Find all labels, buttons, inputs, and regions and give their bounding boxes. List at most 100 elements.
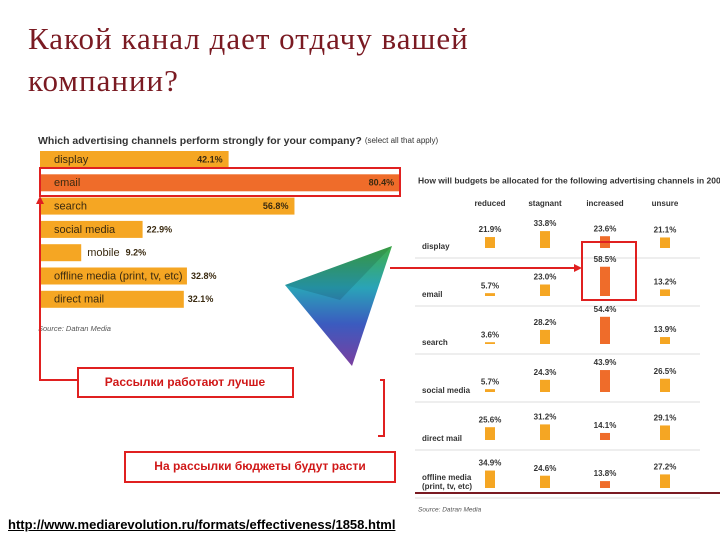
legend-label: unsure [652, 199, 679, 208]
value-label: 58.5% [594, 255, 617, 264]
value-label: 23.0% [534, 273, 557, 282]
value-label: 54.4% [594, 305, 617, 314]
bar [485, 389, 495, 392]
value-label: 80.4% [369, 178, 395, 188]
value-label: 5.7% [481, 377, 499, 386]
bar [540, 424, 550, 440]
arrow-head [36, 196, 44, 204]
bar [660, 237, 670, 248]
chart-title-text: Which advertising channels perform stron… [38, 135, 362, 147]
bar [540, 379, 550, 392]
value-label: 32.1% [188, 294, 214, 304]
callout: Рассылки работают лучше [105, 375, 266, 389]
value-label: 29.1% [654, 414, 677, 423]
source: Source: Datran Media [38, 324, 111, 333]
value-label: 13.8% [594, 469, 617, 478]
value-label: 5.7% [481, 281, 499, 290]
category-label: email [54, 177, 80, 189]
category-label: offline media (print, tv, etc) [54, 270, 183, 282]
value-label: 25.6% [479, 415, 502, 424]
bar [485, 342, 495, 344]
chart-subtitle: (select all that apply) [365, 136, 439, 145]
bar [40, 290, 184, 308]
bar [660, 337, 670, 344]
connector [378, 379, 385, 437]
value-label: 31.2% [534, 413, 557, 422]
category-label: email [422, 290, 443, 299]
value-label: 3.6% [481, 330, 499, 339]
category-label: display [422, 242, 450, 251]
callout-box [77, 367, 294, 398]
connector [39, 198, 78, 381]
bar [540, 284, 550, 296]
value-label: 27.2% [654, 463, 677, 472]
value-label: 33.8% [534, 219, 557, 228]
bar [485, 293, 495, 296]
highlight-box [39, 167, 401, 197]
highlight-box [581, 241, 637, 301]
bar [600, 370, 610, 392]
bar [600, 481, 610, 488]
value-label: 32.8% [191, 271, 217, 281]
category-label: search [54, 201, 87, 213]
category-label: display [54, 154, 89, 166]
value-label: 24.6% [534, 464, 557, 473]
bar-chart: Which advertising channels perform stron… [38, 135, 439, 333]
bar [600, 432, 610, 440]
value-label: 34.9% [479, 459, 502, 468]
value-label: 56.8% [263, 201, 289, 211]
category-label: search [422, 338, 448, 347]
callout-box [124, 451, 396, 483]
callout: На рассылки бюджеты будут расти [154, 459, 365, 473]
column-chart: How will budgets be allocated for the fo… [415, 175, 720, 514]
value-label: 9.2% [126, 248, 147, 258]
chart-title: How will budgets be allocated for the fo… [418, 175, 720, 185]
bar [540, 475, 550, 488]
arrow-head [574, 264, 582, 272]
category-label: direct mail [54, 294, 104, 306]
category-label: offline media (print, tv, etc) [422, 473, 473, 491]
value-label: 43.9% [594, 358, 617, 367]
bar [40, 174, 401, 192]
value-label: 26.5% [654, 367, 677, 376]
value-label: 13.9% [654, 325, 677, 334]
slide-title: Какой канал дает отдачу вашей компании? [28, 21, 469, 98]
bar [600, 266, 610, 296]
bar [660, 378, 670, 392]
bar [660, 289, 670, 296]
category-label: mobile [87, 247, 119, 259]
bar [600, 316, 610, 344]
value-label: 28.2% [534, 318, 557, 327]
bar [40, 244, 82, 262]
funnel [285, 246, 392, 366]
value-label: 24.3% [534, 368, 557, 377]
bar [540, 329, 550, 344]
bar [40, 197, 295, 215]
bar [40, 220, 143, 238]
category-label: direct mail [422, 434, 463, 443]
value-label: 22.9% [147, 224, 173, 234]
bar [660, 474, 670, 488]
legend-label: stagnant [528, 199, 562, 208]
value-label: 13.2% [654, 278, 677, 287]
category-label: social media [422, 386, 471, 395]
value-label: 21.1% [654, 226, 677, 235]
chart-title: Which advertising channels perform stron… [38, 135, 439, 147]
legend-label: increased [586, 199, 623, 208]
bar [485, 427, 495, 440]
value-label: 14.1% [594, 421, 617, 430]
category-label: social media [54, 224, 116, 236]
legend-label: reduced [474, 199, 505, 208]
bar [40, 151, 229, 168]
value-label: 42.1% [197, 154, 223, 164]
bar [485, 237, 495, 248]
source-url[interactable]: http://www.mediarevolution.ru/formats/ef… [8, 517, 396, 532]
source: Source: Datran Media [418, 507, 482, 514]
bar [540, 231, 550, 248]
bar [660, 425, 670, 440]
value-label: 23.6% [594, 224, 617, 233]
bar [40, 267, 187, 285]
value-label: 21.9% [479, 225, 502, 234]
